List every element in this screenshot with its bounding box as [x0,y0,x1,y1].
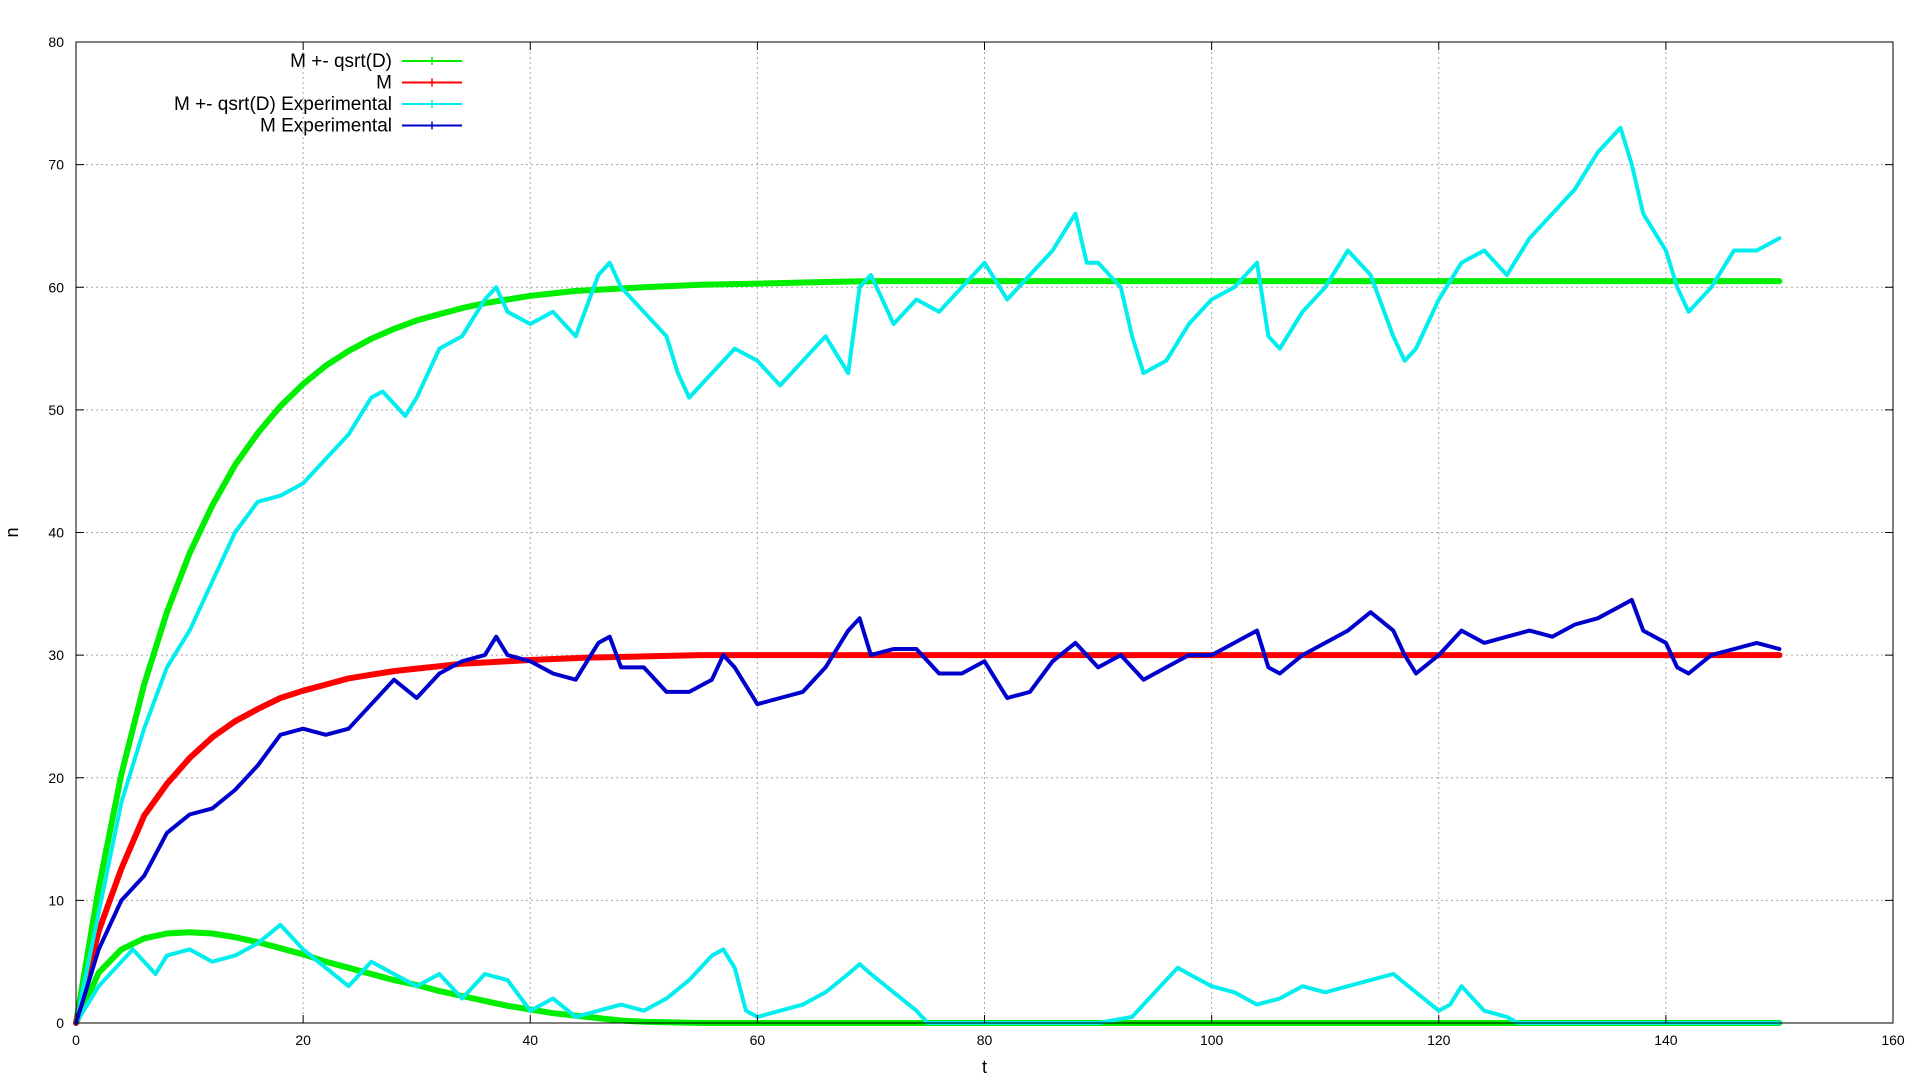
series-line-5 [74,597,1782,1025]
x-tick-label: 40 [522,1032,538,1048]
y-tick-label: 80 [48,34,64,50]
series-line-4 [74,922,1782,1025]
series-line-3 [74,125,1782,1025]
legend-label-3: M Experimental [260,116,392,137]
x-axis-label: t [982,1057,987,1077]
y-tick-label: 0 [56,1015,64,1031]
series-layer [73,125,1783,1026]
series-line-0 [73,278,1783,1026]
legend-label-0: M +- qsrt(D) [290,51,392,72]
x-tick-label: 140 [1654,1032,1678,1048]
x-tick-label: 80 [977,1032,993,1048]
y-tick-label: 40 [48,525,64,541]
x-tick-label: 20 [295,1032,311,1048]
x-tick-label: 60 [750,1032,766,1048]
legend: M +- qsrt(D)MM +- qsrt(D) ExperimentalM … [174,51,462,137]
legend-label-1: M [376,73,392,94]
series-line-2 [73,652,1783,1026]
y-axis-label: n [2,527,22,537]
x-tick-label: 120 [1427,1032,1451,1048]
grid [76,42,1893,1023]
y-tick-label: 10 [48,892,64,908]
x-tick-label: 0 [72,1032,80,1048]
y-tick-label: 70 [48,157,64,173]
y-tick-label: 20 [48,770,64,786]
axis-ticks [75,41,1894,1024]
x-tick-label: 160 [1881,1032,1905,1048]
y-tick-label: 50 [48,402,64,418]
legend-label-2: M +- qsrt(D) Experimental [174,94,392,115]
y-tick-label: 30 [48,647,64,663]
x-tick-label: 100 [1200,1032,1224,1048]
tick-labels: 0 20 40 60 80 100 120 140 160 0 10 20 30 40 50 60 70 80 [48,34,1904,1048]
y-tick-label: 60 [48,279,64,295]
